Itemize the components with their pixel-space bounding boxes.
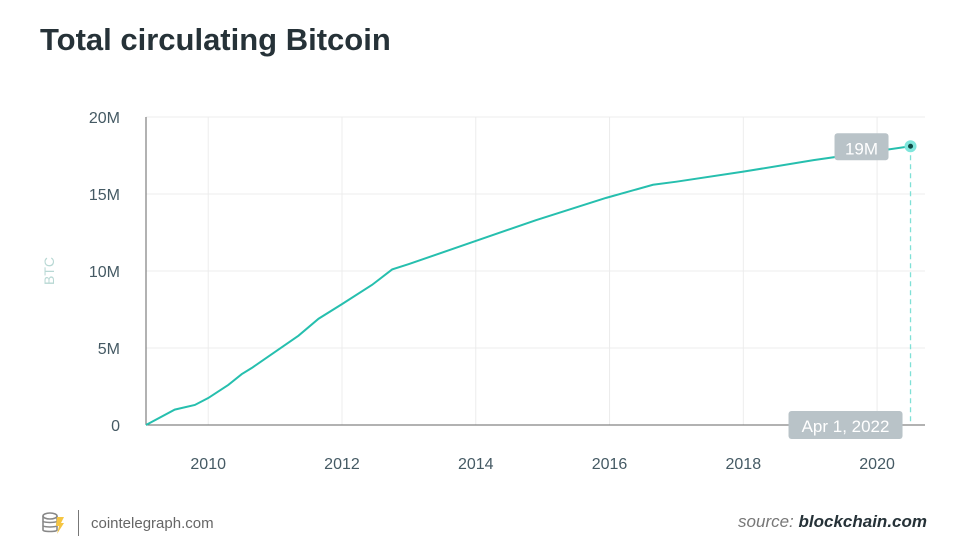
source-credit: source: blockchain.com — [738, 512, 927, 532]
y-tick-label: 10M — [89, 264, 120, 281]
x-tick-label: 2012 — [324, 456, 360, 473]
footer-brand: cointelegraph.com — [40, 510, 214, 536]
last-point — [908, 143, 914, 149]
footer-divider — [78, 510, 79, 536]
x-tick-label: 2018 — [726, 456, 762, 473]
y-tick-label: 5M — [98, 341, 120, 358]
chart-title: Total circulating Bitcoin — [40, 22, 391, 57]
line-chart: 0 5M 10M 15M 20M 2010 2012 2014 2016 2018 2020 BTC 1… — [41, 110, 925, 473]
cointelegraph-logo-icon — [42, 512, 64, 534]
y-tick-label: 0 — [111, 418, 120, 435]
x-tick-label: 2016 — [592, 456, 628, 473]
y-axis-label: BTC — [41, 257, 57, 285]
source-name: blockchain.com — [798, 512, 927, 531]
date-tooltip-label: Apr 1, 2022 — [802, 417, 890, 436]
date-tooltip — [788, 411, 903, 439]
site-name: cointelegraph.com — [91, 514, 214, 532]
y-tick-label: 20M — [89, 110, 120, 127]
x-tick-label: 2020 — [859, 456, 895, 473]
source-prefix: source: — [738, 512, 794, 531]
x-tick-label: 2014 — [458, 456, 494, 473]
value-tooltip — [834, 133, 889, 161]
y-tick-label: 15M — [89, 187, 120, 204]
x-tick-label: 2010 — [190, 456, 226, 473]
value-tooltip-label: 19M — [845, 139, 878, 158]
series-line-btc — [145, 145, 911, 426]
